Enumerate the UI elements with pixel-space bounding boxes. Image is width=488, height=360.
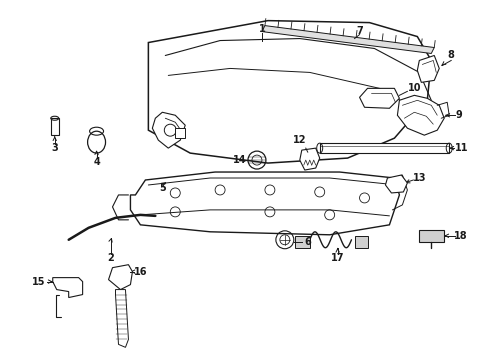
Polygon shape [175, 128, 185, 138]
Text: 17: 17 [330, 253, 344, 263]
Polygon shape [319, 143, 448, 153]
Text: 11: 11 [454, 143, 468, 153]
Polygon shape [294, 236, 309, 248]
Text: 16: 16 [133, 267, 147, 276]
Text: 10: 10 [407, 84, 420, 93]
Polygon shape [354, 236, 367, 248]
Polygon shape [108, 265, 132, 289]
Text: 6: 6 [304, 237, 310, 247]
Polygon shape [385, 175, 407, 193]
Text: 3: 3 [51, 143, 58, 153]
Text: 5: 5 [159, 183, 165, 193]
Text: 1: 1 [258, 24, 265, 33]
Polygon shape [419, 230, 443, 242]
Polygon shape [115, 289, 128, 347]
Polygon shape [299, 148, 319, 170]
Text: 2: 2 [107, 253, 114, 263]
Text: 18: 18 [453, 231, 467, 241]
Polygon shape [148, 21, 430, 163]
Polygon shape [397, 95, 443, 135]
Polygon shape [53, 278, 82, 298]
Polygon shape [359, 88, 399, 108]
Polygon shape [130, 172, 399, 235]
Text: 13: 13 [412, 173, 425, 183]
Text: 4: 4 [93, 157, 100, 167]
Text: 7: 7 [355, 26, 362, 36]
Text: 12: 12 [292, 135, 306, 145]
Polygon shape [416, 55, 438, 82]
Polygon shape [152, 112, 185, 148]
Text: 14: 14 [233, 155, 246, 165]
Text: 8: 8 [447, 50, 454, 60]
Text: 9: 9 [455, 110, 462, 120]
Text: 15: 15 [32, 276, 45, 287]
Polygon shape [262, 26, 433, 54]
Polygon shape [51, 118, 59, 135]
